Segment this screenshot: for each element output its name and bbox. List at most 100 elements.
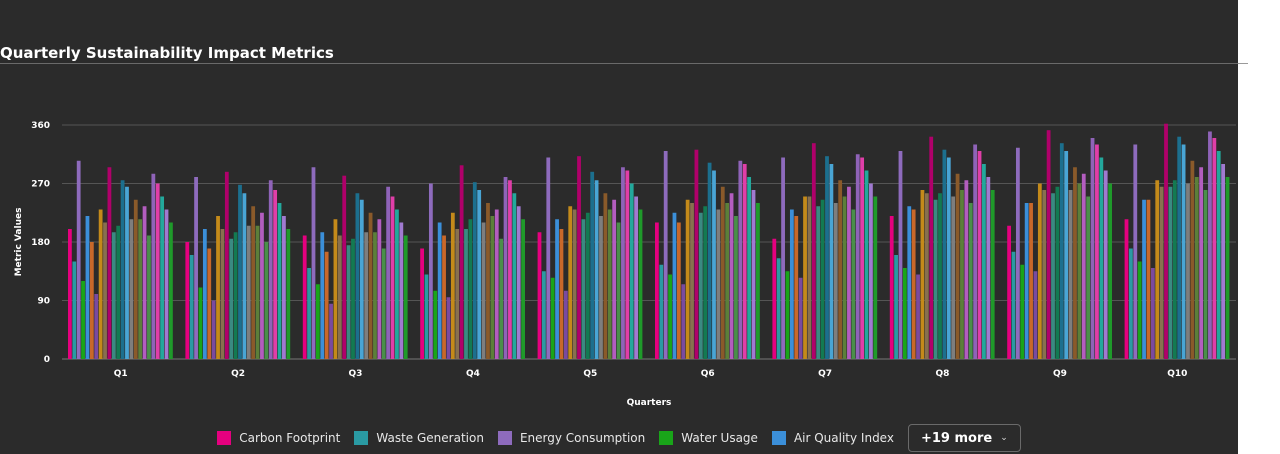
bar [621,167,625,359]
bar [198,287,203,359]
bar [68,229,72,359]
legend-more-button[interactable]: +19 more ⌄ [907,424,1021,452]
bar [320,232,325,359]
x-tick-label: Q6 [701,369,715,379]
bar [847,186,851,359]
bar [789,209,794,359]
bar [855,154,860,359]
bar [968,203,973,359]
bar [751,190,756,359]
bar [185,242,190,359]
bar [951,196,956,359]
bar [625,170,630,359]
bar [424,274,429,359]
bar [390,196,395,359]
bar [1015,147,1020,359]
bar [142,206,147,359]
bar [395,209,399,359]
bar [851,209,856,359]
bar [776,258,781,359]
bar [1212,138,1217,359]
bar [1059,143,1064,359]
bar [703,206,708,359]
bar [1172,180,1177,359]
legend-item-waste-generation[interactable]: Waste Generation [354,431,484,445]
bar [829,164,834,359]
bar [521,219,525,359]
bar [202,229,207,359]
bar [160,196,165,359]
bar [503,177,508,359]
x-tick-label: Q5 [583,369,597,379]
bar [933,199,938,359]
legend-item-energy-consumption[interactable]: Energy Consumption [497,431,645,445]
bar [373,232,377,359]
bar [403,235,408,359]
bar [590,171,595,359]
bar [599,216,603,359]
bar [694,149,699,359]
bar [229,238,234,359]
bar [89,242,94,359]
bar [555,219,559,359]
bar [990,190,995,359]
legend-item-water-usage[interactable]: Water Usage [659,431,758,445]
bar [794,216,799,359]
bar [76,160,81,359]
legend-item-carbon-footprint[interactable]: Carbon Footprint [217,431,340,445]
bar [120,180,125,359]
bar [1064,151,1069,359]
bar [785,271,790,359]
bar [742,164,747,359]
bar [351,238,355,359]
bar [1128,248,1133,359]
legend-item-air-quality-index[interactable]: Air Quality Index [771,431,894,445]
bar [924,193,929,359]
bar [729,193,734,359]
bar [282,216,286,359]
bar [629,183,634,359]
bar [946,157,951,359]
bar [164,209,169,359]
bar [603,193,608,359]
bar [1159,186,1164,359]
bar [420,248,424,359]
chart-title: Quarterly Sustainability Impact Metrics [0,44,334,62]
bar [251,206,256,359]
bar [1086,196,1091,359]
bar [1168,186,1173,359]
title-divider [0,63,1238,64]
bar [816,206,821,359]
bar [147,235,151,359]
bar [359,199,364,359]
bar [1155,180,1160,359]
bar [672,212,677,359]
bar [103,222,107,359]
bar [889,216,894,359]
bar [477,190,482,359]
bar [490,216,495,359]
bar [1095,144,1099,359]
bar [1077,183,1082,359]
bar [107,167,112,359]
bar [1208,131,1212,359]
bar [260,212,264,359]
bar [781,157,785,359]
bar [685,199,690,359]
bar [516,206,521,359]
bar [307,268,311,359]
bar [189,255,194,359]
bar [255,225,260,359]
bar [129,219,134,359]
bar [676,222,681,359]
bar [911,209,916,359]
bar [238,184,242,359]
bar [585,212,590,359]
bar [938,193,942,359]
bar [1194,177,1199,359]
bar [838,180,843,359]
bar [1177,136,1182,359]
bar [446,297,451,359]
bar [268,180,273,359]
x-tick-label: Q7 [818,369,832,379]
